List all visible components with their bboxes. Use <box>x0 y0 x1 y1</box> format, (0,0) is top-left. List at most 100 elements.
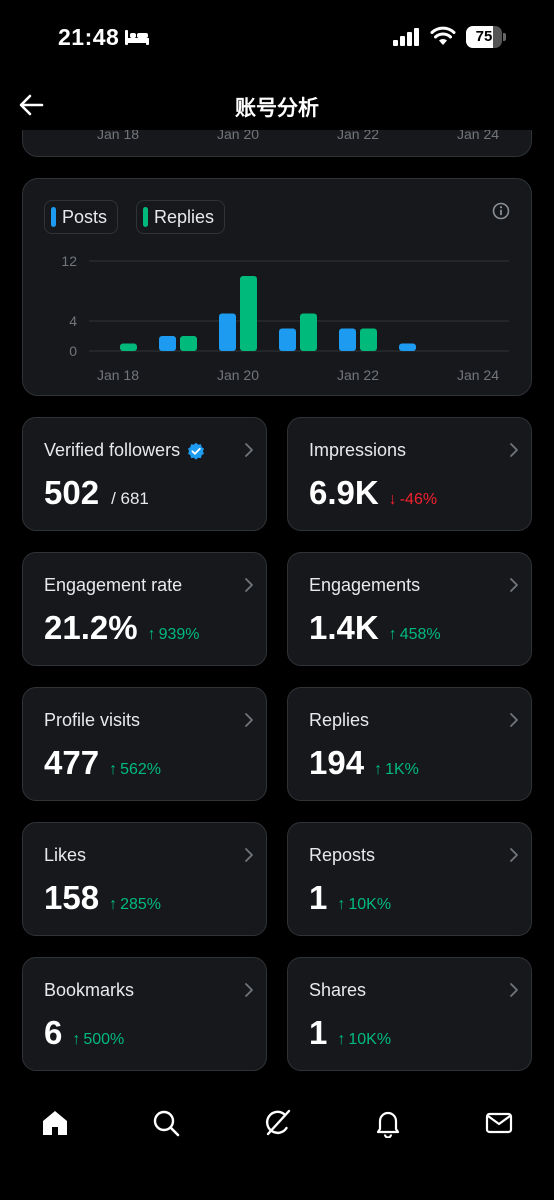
stat-change: ↑ 562% <box>109 761 161 779</box>
back-arrow-icon[interactable] <box>14 88 48 122</box>
stat-card-likes[interactable]: Likes 158 ↑ 285% <box>22 822 267 936</box>
stat-value: 1 <box>309 879 328 916</box>
verified-badge-icon <box>188 442 205 460</box>
bar-replies-jan-21[interactable] <box>300 313 317 352</box>
stat-label-text: Shares <box>309 980 367 1000</box>
stat-label-text: Reposts <box>309 845 376 865</box>
notifications-icon[interactable] <box>373 1108 403 1138</box>
stat-card-reposts[interactable]: Reposts 1 ↑ 10K% <box>287 822 532 936</box>
chevron-right-icon <box>510 983 518 997</box>
bar-posts-jan-19[interactable] <box>159 336 176 351</box>
chevron-right-icon <box>245 983 253 997</box>
arrow-up-icon: ↑ <box>337 896 346 913</box>
battery-fill <box>466 26 493 48</box>
bar-replies-jan-22[interactable] <box>360 328 377 352</box>
stat-card-verified-followers[interactable]: Verified followers 502 / 681 <box>22 417 267 531</box>
bar-posts-jan-20[interactable] <box>219 313 236 352</box>
status-bar: 21:48 75 <box>0 0 554 76</box>
stat-card-replies[interactable]: Replies 194 ↑ 1K% <box>287 687 532 801</box>
stat-change: ↑ 10K% <box>337 896 391 914</box>
stat-value: 21.2% <box>44 609 138 646</box>
stat-change-value: 500% <box>83 1031 125 1048</box>
bar-chart: 12 4 0 Jan 18 Jan 20 Jan 22 Jan 24 <box>61 253 509 383</box>
stat-card-impressions[interactable]: Impressions 6.9K ↓ -46% <box>287 417 532 531</box>
stat-value-row: 1.4K ↑ 458% <box>309 609 441 647</box>
replies-swatch <box>143 207 148 227</box>
stat-value: 1 <box>309 1014 328 1051</box>
stat-change-value: 285% <box>120 896 161 913</box>
stat-card-shares[interactable]: Shares 1 ↑ 10K% <box>287 957 532 1071</box>
bed-icon <box>125 30 149 45</box>
stat-card-engagements[interactable]: Engagements 1.4K ↑ 458% <box>287 552 532 666</box>
stat-value: 1.4K <box>309 609 379 646</box>
stat-change: ↑ 1K% <box>374 761 419 779</box>
stat-card-bookmarks[interactable]: Bookmarks 6 ↑ 500% <box>22 957 267 1071</box>
messages-icon[interactable] <box>484 1108 514 1138</box>
x-tick-label: Jan 20 <box>217 367 259 383</box>
top-tick-label: Jan 24 <box>456 126 500 142</box>
posts-swatch <box>51 207 56 227</box>
bar-posts-jan-22[interactable] <box>339 328 356 352</box>
bar-posts-jan-21[interactable] <box>279 328 296 352</box>
stat-label-text: Replies <box>309 710 370 730</box>
y-tick-label: 0 <box>69 343 77 359</box>
bar-replies-jan-18[interactable] <box>120 343 137 352</box>
stat-label: Impressions <box>309 440 406 461</box>
stat-change: ↓ -46% <box>389 491 437 509</box>
stat-label-text: Engagement rate <box>44 575 183 595</box>
top-tick-label: Jan 18 <box>96 126 140 142</box>
stat-sub-value: / 681 <box>111 489 149 508</box>
stat-value: 158 <box>44 879 100 916</box>
stat-label: Profile visits <box>44 710 140 731</box>
bottom-nav <box>0 1090 554 1200</box>
stat-change-value: -46% <box>399 491 438 508</box>
arrow-down-icon: ↓ <box>388 491 397 508</box>
stat-label-text: Verified followers <box>44 440 181 460</box>
stat-change-value: 939% <box>158 626 200 643</box>
stat-value-row: 502 / 681 <box>44 474 149 512</box>
stat-value: 194 <box>309 744 365 781</box>
stat-value: 6.9K <box>309 474 379 511</box>
legend-replies[interactable]: Replies <box>136 200 226 234</box>
x-tick-label: Jan 24 <box>457 367 499 383</box>
top-tick-label: Jan 22 <box>336 126 380 142</box>
stat-value: 477 <box>44 744 100 781</box>
stat-label: Engagements <box>309 575 420 596</box>
stat-card-engagement-rate[interactable]: Engagement rate 21.2% ↑ 939% <box>22 552 267 666</box>
stat-value: 502 <box>44 474 100 511</box>
arrow-up-icon: ↑ <box>72 1031 81 1048</box>
stat-change-value: 10K% <box>348 896 392 913</box>
arrow-up-icon: ↑ <box>374 761 383 778</box>
stat-change: ↑ 939% <box>148 626 200 644</box>
chevron-right-icon <box>245 713 253 727</box>
stat-value-row: 6.9K ↓ -46% <box>309 474 437 512</box>
arrow-up-icon: ↑ <box>337 1031 346 1048</box>
stat-change: ↑ 10K% <box>337 1031 391 1049</box>
grok-icon[interactable] <box>262 1108 292 1138</box>
arrow-up-icon: ↑ <box>109 761 118 778</box>
stat-change: ↑ 285% <box>109 896 161 914</box>
bar-posts-jan-23[interactable] <box>399 343 416 352</box>
stat-card-profile-visits[interactable]: Profile visits 477 ↑ 562% <box>22 687 267 801</box>
battery-icon: 75 <box>466 26 506 48</box>
chevron-right-icon <box>245 443 253 457</box>
header: 账号分析 <box>0 80 554 130</box>
stat-value-row: 21.2% ↑ 939% <box>44 609 200 647</box>
arrow-up-icon: ↑ <box>109 896 118 913</box>
stat-change-value: 458% <box>399 626 441 643</box>
search-icon[interactable] <box>151 1108 181 1138</box>
stat-label: Engagement rate <box>44 575 182 596</box>
legend-posts[interactable]: Posts <box>44 200 119 234</box>
stat-value-row: 158 ↑ 285% <box>44 879 161 917</box>
stat-value-row: 6 ↑ 500% <box>44 1014 124 1052</box>
bar-replies-jan-19[interactable] <box>180 336 197 351</box>
stat-label-text: Likes <box>44 845 87 865</box>
home-icon[interactable] <box>40 1108 70 1138</box>
x-tick-label: Jan 22 <box>337 367 379 383</box>
stat-change-value: 562% <box>120 761 161 778</box>
page-title: 账号分析 <box>235 97 319 120</box>
top-tick-label: Jan 20 <box>216 126 260 142</box>
bar-replies-jan-20[interactable] <box>240 276 257 351</box>
info-icon[interactable] <box>491 201 511 221</box>
stat-label: Reposts <box>309 845 375 866</box>
